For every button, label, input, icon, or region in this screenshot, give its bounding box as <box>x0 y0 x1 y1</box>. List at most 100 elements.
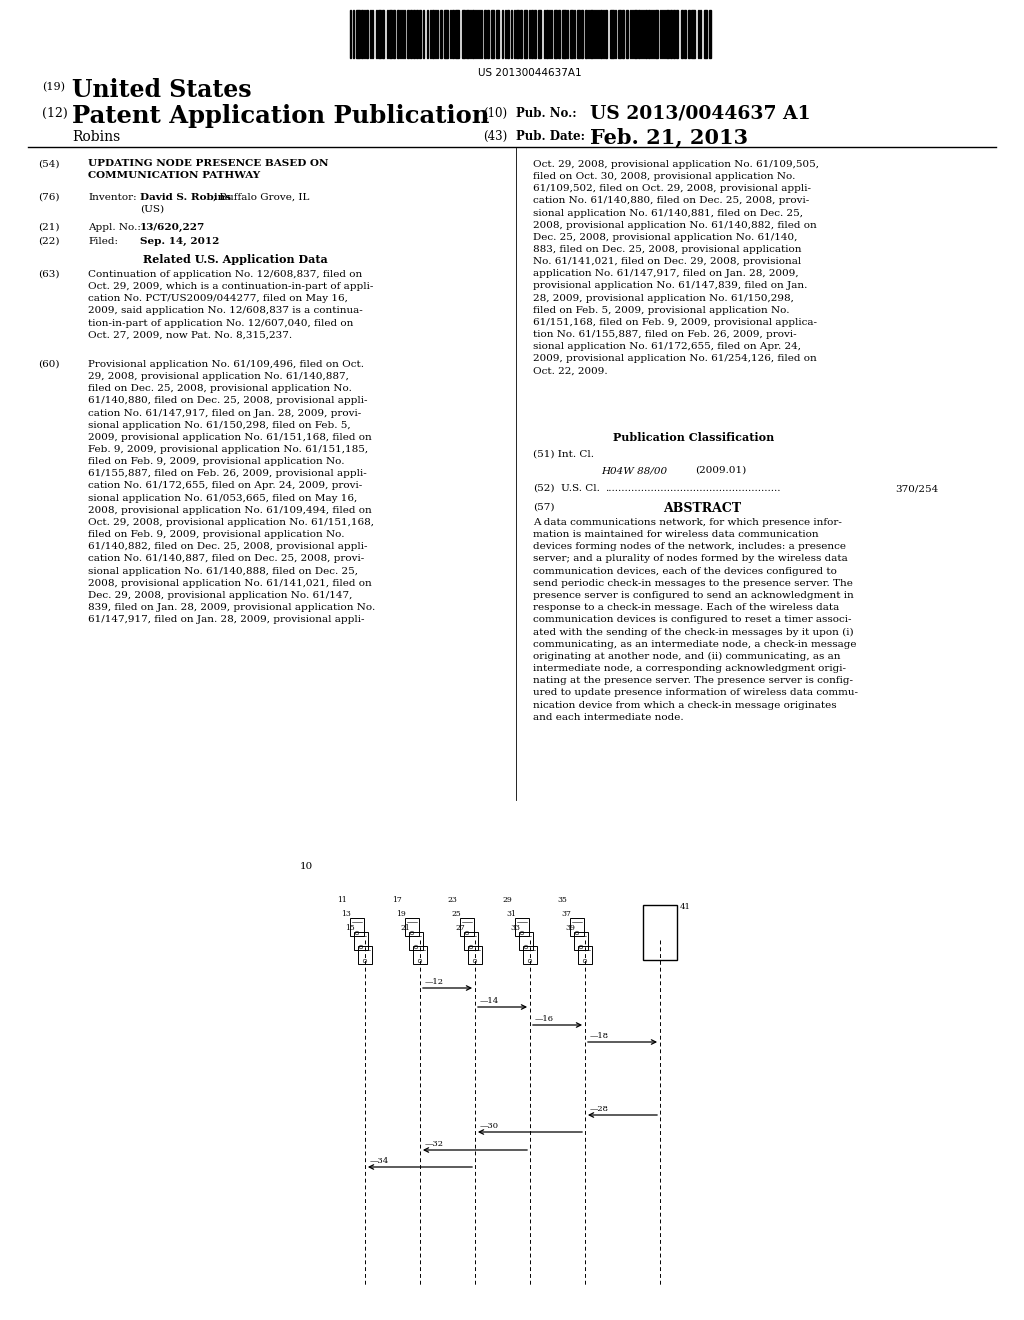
Text: —18: —18 <box>590 1032 609 1040</box>
Bar <box>570 11 573 58</box>
Text: Appl. No.:: Appl. No.: <box>88 223 141 232</box>
Text: US 2013/0044637 A1: US 2013/0044637 A1 <box>590 104 811 121</box>
Text: 27: 27 <box>456 924 465 932</box>
Text: H04W 88/00: H04W 88/00 <box>601 466 667 475</box>
Text: Publication Classification: Publication Classification <box>613 432 774 444</box>
Bar <box>472 11 474 58</box>
Bar <box>455 11 459 58</box>
Text: U.S. Cl.: U.S. Cl. <box>561 484 600 492</box>
Bar <box>558 11 560 58</box>
Bar <box>681 11 683 58</box>
Text: —32: —32 <box>425 1140 444 1148</box>
Bar <box>444 11 449 58</box>
Text: —14: —14 <box>480 997 500 1005</box>
Text: —12: —12 <box>425 978 444 986</box>
Text: 33: 33 <box>510 924 520 932</box>
Bar <box>676 11 678 58</box>
Bar <box>673 11 675 58</box>
Bar <box>397 11 399 58</box>
Text: United States: United States <box>72 78 252 102</box>
Bar <box>670 11 672 58</box>
Text: Inventor:: Inventor: <box>88 193 136 202</box>
Text: 23: 23 <box>447 896 457 904</box>
Text: (52): (52) <box>534 484 555 492</box>
Text: 25: 25 <box>452 909 461 917</box>
Bar <box>524 11 527 58</box>
Text: Filed:: Filed: <box>88 238 118 246</box>
Text: 41: 41 <box>680 903 691 911</box>
Bar <box>350 917 365 936</box>
Bar <box>610 11 614 58</box>
Bar <box>516 11 519 58</box>
Text: 39: 39 <box>565 924 575 932</box>
Bar <box>409 932 423 950</box>
Bar <box>382 11 384 58</box>
Bar <box>393 11 395 58</box>
Bar <box>688 11 690 58</box>
Bar <box>462 11 465 58</box>
Text: 29: 29 <box>502 896 512 904</box>
Text: , Buffalo Grove, IL: , Buffalo Grove, IL <box>213 193 309 202</box>
Text: US 20130044637A1: US 20130044637A1 <box>478 69 582 78</box>
Bar <box>484 11 486 58</box>
Bar <box>519 932 534 950</box>
Text: (2009.01): (2009.01) <box>695 466 746 475</box>
Bar <box>666 11 669 58</box>
Bar <box>354 932 369 950</box>
Text: 37: 37 <box>561 909 571 917</box>
Bar <box>709 11 711 58</box>
Text: Pub. No.:: Pub. No.: <box>516 107 577 120</box>
Bar <box>643 906 677 960</box>
Bar <box>600 11 602 58</box>
Bar <box>626 11 628 58</box>
Bar <box>407 11 409 58</box>
Bar <box>577 11 580 58</box>
Text: Sep. 14, 2012: Sep. 14, 2012 <box>140 238 219 246</box>
Bar <box>487 11 489 58</box>
Text: 370/254: 370/254 <box>895 484 938 492</box>
Text: (21): (21) <box>38 223 59 232</box>
Bar <box>622 11 624 58</box>
Text: (57): (57) <box>534 503 555 512</box>
Bar <box>569 917 585 936</box>
Bar <box>468 946 482 964</box>
Bar <box>691 11 695 58</box>
Bar <box>618 11 621 58</box>
Text: (63): (63) <box>38 271 59 279</box>
Text: ABSTRACT: ABSTRACT <box>663 502 741 515</box>
Text: (76): (76) <box>38 193 59 202</box>
Bar <box>413 11 415 58</box>
Text: (12): (12) <box>42 107 68 120</box>
Bar <box>410 11 412 58</box>
Bar <box>581 11 583 58</box>
Text: Oct. 29, 2008, provisional application No. 61/109,505,
filed on Oct. 30, 2008, p: Oct. 29, 2008, provisional application N… <box>534 160 819 376</box>
Bar <box>538 11 541 58</box>
Bar <box>404 917 419 936</box>
Text: 21: 21 <box>400 924 410 932</box>
Bar <box>440 11 442 58</box>
Text: (US): (US) <box>140 205 164 214</box>
Text: (60): (60) <box>38 360 59 370</box>
Text: (19): (19) <box>42 82 65 92</box>
Bar <box>452 11 454 58</box>
Text: A data communications network, for which presence infor-
mation is maintained fo: A data communications network, for which… <box>534 517 858 722</box>
Bar <box>523 946 538 964</box>
Text: 11: 11 <box>337 896 347 904</box>
Bar <box>416 11 418 58</box>
Text: Related U.S. Application Data: Related U.S. Application Data <box>143 253 328 265</box>
Bar <box>648 11 650 58</box>
Bar <box>366 11 368 58</box>
Text: (43): (43) <box>483 129 507 143</box>
Bar <box>585 11 587 58</box>
Text: 31: 31 <box>506 909 516 917</box>
Text: ......................................................: ........................................… <box>605 484 780 492</box>
Bar <box>432 11 434 58</box>
Bar <box>356 11 360 58</box>
Bar <box>605 11 607 58</box>
Text: (51) Int. Cl.: (51) Int. Cl. <box>534 450 594 459</box>
Text: Pub. Date:: Pub. Date: <box>516 129 585 143</box>
Text: 13: 13 <box>341 909 351 917</box>
Bar <box>531 11 534 58</box>
Text: UPDATING NODE PRESENCE BASED ON: UPDATING NODE PRESENCE BASED ON <box>88 158 329 168</box>
Text: 13/620,227: 13/620,227 <box>140 223 205 232</box>
